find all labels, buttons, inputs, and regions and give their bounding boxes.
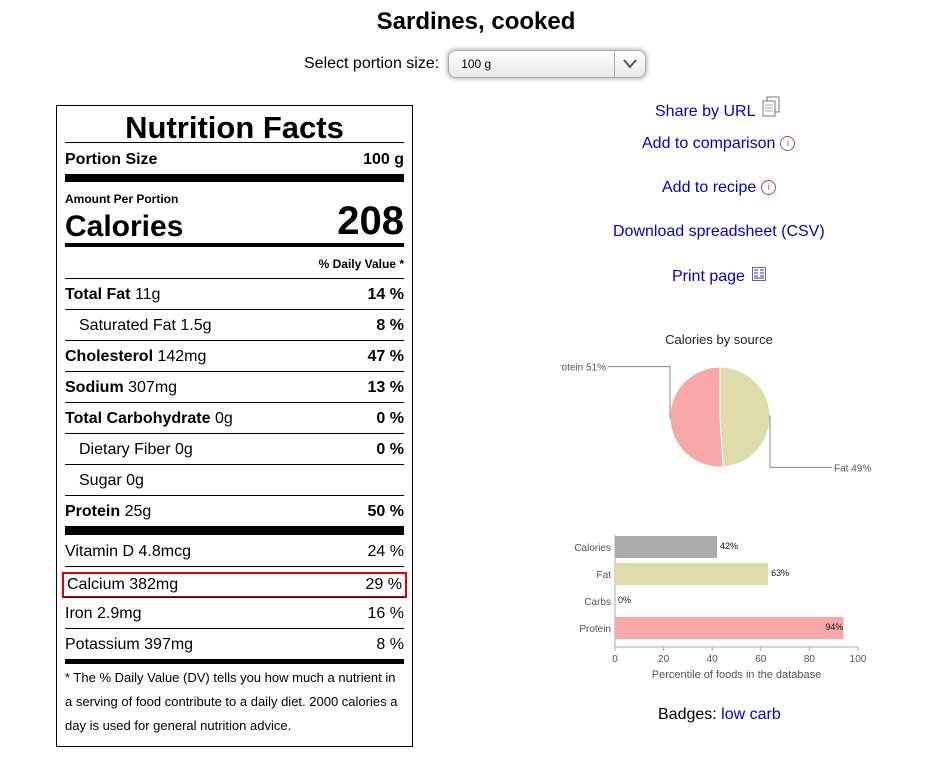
bar-value-label: 0% xyxy=(618,595,631,605)
chevron-down-icon[interactable] xyxy=(614,51,645,77)
portion-selector-row: Select portion size: 100 g xyxy=(304,50,647,78)
info-icon[interactable]: i xyxy=(780,136,796,152)
bar-x-tick-label: 100 xyxy=(850,654,867,665)
pie-title: Calories by source xyxy=(665,332,773,347)
nutrient-row-dietary-fiber: Dietary Fiber 0g 0 % xyxy=(79,441,404,458)
pie-slice-protein xyxy=(669,366,724,468)
calories-value: 208 xyxy=(337,199,404,243)
bar-x-axis-label: Percentile of foods in the database xyxy=(652,669,821,681)
bar-value-label: 63% xyxy=(771,568,789,578)
bar-fat xyxy=(615,563,769,585)
download-csv-link[interactable]: Download spreadsheet (CSV) xyxy=(613,223,825,240)
pie-label-protein: Protein 51% xyxy=(560,363,606,374)
portion-select-value: 100 g xyxy=(461,57,492,71)
add-to-recipe-link[interactable]: Add to recipe i xyxy=(662,179,777,197)
portion-select[interactable]: 100 g xyxy=(448,50,647,78)
bar-value-label: 94% xyxy=(825,622,843,632)
nutrient-row-saturated-fat: Saturated Fat 1.5g 8 % xyxy=(79,317,404,334)
page-title: Sardines, cooked xyxy=(376,8,576,35)
dv-header: % Daily Value * xyxy=(318,257,404,271)
calories-by-source-chart: Calories by source Protein 51% Fat 49% xyxy=(560,332,871,474)
nutrient-row-cholesterol: Cholesterol 142mg 47 % xyxy=(65,348,404,365)
bar-protein xyxy=(615,617,844,639)
vitamin-row-calcium-highlighted: Calcium 382mg 29 % xyxy=(62,572,407,598)
percentile-bar-chart: Calories 42% Fat 63% Carbs 0% Protein 94% 0 20 40 6… xyxy=(574,535,867,681)
badges-label: Badges: xyxy=(658,706,717,723)
bar-x-tick-label: 40 xyxy=(707,654,719,665)
portion-size-row: Portion Size 100 g xyxy=(65,151,404,169)
calories-label: Calories xyxy=(65,210,184,243)
amount-per-row: Amount Per Portion xyxy=(65,192,404,206)
print-icon[interactable] xyxy=(752,267,767,281)
calories-row: Calories 208 xyxy=(65,199,404,244)
vitamin-row-d: Vitamin D 4.8mcg 24 % xyxy=(65,543,404,560)
nutrient-row-protein: Protein 25g 50 % xyxy=(65,503,404,520)
portion-label: Select portion size: xyxy=(304,55,440,72)
portion-size-label: Portion Size xyxy=(65,151,158,168)
pie-leader-line xyxy=(769,415,832,468)
nutrient-row-total-carbohydrate: Total Carbohydrate 0g 0 % xyxy=(65,410,404,427)
vitamin-row-potassium: Potassium 397mg 8 % xyxy=(65,636,404,653)
vitamin-row-iron: Iron 2.9mg 16 % xyxy=(65,605,404,622)
amount-per-label: Amount Per Portion xyxy=(65,192,179,206)
info-icon[interactable]: i xyxy=(761,180,777,196)
bar-x-tick-label: 60 xyxy=(755,654,767,665)
portion-size-value: 100 g xyxy=(363,151,404,168)
nutrient-row-total-fat: Total Fat 11g 14 % xyxy=(65,286,404,303)
bar-category-label: Fat xyxy=(597,570,612,581)
bar-calories xyxy=(615,536,718,558)
nutrient-row-sugar: Sugar 0g xyxy=(79,472,144,489)
nutrition-facts-heading: Nutrition Facts xyxy=(125,110,344,145)
copy-icon[interactable] xyxy=(762,96,780,118)
bar-category-label: Carbs xyxy=(584,597,611,608)
pie-slice-fat xyxy=(719,366,771,468)
pie-leader-line xyxy=(608,366,671,419)
badges-row: Badges: low carb xyxy=(658,706,781,724)
bar-category-label: Protein xyxy=(579,624,611,635)
add-to-comparison-link[interactable]: Add to comparison i xyxy=(642,135,796,153)
bar-x-tick-label: 80 xyxy=(804,654,816,665)
nutrient-row-sodium: Sodium 307mg 13 % xyxy=(65,379,404,396)
share-by-url-link[interactable]: Share by URL xyxy=(655,96,780,121)
pie-label-fat: Fat 49% xyxy=(834,463,871,474)
bar-x-tick-label: 20 xyxy=(658,654,670,665)
dv-footnote: * The % Daily Value (DV) tells you how m… xyxy=(65,670,398,733)
bar-value-label: 42% xyxy=(720,541,738,551)
bar-x-tick-label: 0 xyxy=(612,654,618,665)
bar-category-label: Calories xyxy=(574,543,611,554)
badge-low-carb-link[interactable]: low carb xyxy=(721,706,781,723)
print-page-link[interactable]: Print page xyxy=(672,267,767,286)
nutrition-facts-panel: Nutrition Facts Portion Size 100 g Amoun… xyxy=(56,105,413,747)
